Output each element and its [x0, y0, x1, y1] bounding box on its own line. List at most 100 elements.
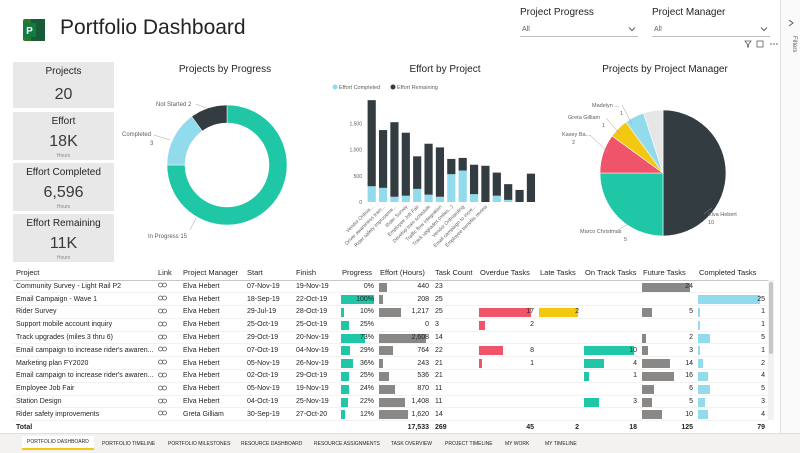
on-track-cell-value: 10 — [629, 346, 637, 354]
effort-cell-bar — [379, 410, 409, 420]
bar-remaining — [367, 100, 376, 187]
svg-text:P: P — [26, 26, 33, 37]
leader-line — [617, 223, 629, 231]
table-row[interactable]: Email campaign to increase rider's aware… — [13, 343, 768, 358]
table-row[interactable]: Rider safety improvements Greta Gilliam 30… — [13, 407, 768, 422]
table-row[interactable]: Rider Survey Elva Hebert 29-Jul-19 28-Oct-1… — [13, 305, 768, 319]
effort-cell: 1,408 — [377, 395, 432, 409]
filters-pane[interactable]: Filters — [780, 0, 800, 433]
column-header[interactable]: On Track Tasks — [582, 266, 640, 281]
link-cell[interactable] — [155, 331, 180, 345]
tab-task-overview[interactable]: TASK OVERVIEW — [391, 441, 432, 447]
column-header[interactable]: Finish — [293, 266, 339, 281]
table-row[interactable]: Email Campaign - Wave 1 Elva Hebert 18-Sep… — [13, 292, 768, 307]
link-icon[interactable] — [158, 410, 167, 416]
link-icon[interactable] — [158, 346, 167, 352]
progress-cell-bar — [341, 333, 365, 343]
link-cell[interactable] — [155, 292, 180, 307]
link-icon[interactable] — [158, 282, 167, 288]
table-scrollbar[interactable] — [768, 280, 774, 420]
link-icon[interactable] — [158, 398, 167, 404]
progress-cell-bar — [341, 308, 345, 318]
bar-completed — [458, 170, 467, 202]
column-header[interactable]: Progress — [339, 266, 377, 281]
link-cell[interactable] — [155, 280, 180, 294]
slicer-project-manager[interactable]: Project Manager All — [652, 7, 770, 37]
tab-resource-dashboard[interactable]: RESOURCE DASHBOARD — [241, 441, 303, 447]
scrollbar-thumb[interactable] — [769, 282, 773, 354]
link-icon[interactable] — [158, 321, 167, 327]
table-row[interactable]: Email campaign to increase rider's aware… — [13, 369, 768, 383]
column-header[interactable]: Completed Tasks — [696, 266, 768, 281]
column-header[interactable]: Link — [155, 266, 180, 281]
progress-cell: 0% — [339, 280, 377, 294]
link-cell[interactable] — [155, 305, 180, 319]
link-icon[interactable] — [158, 372, 167, 378]
visual-header-icons[interactable] — [744, 39, 780, 49]
column-header[interactable]: Overdue Tasks — [477, 266, 537, 281]
card-value: 20 — [54, 86, 73, 103]
project-manager-dropdown[interactable]: All — [652, 24, 770, 37]
link-icon[interactable] — [158, 308, 167, 314]
table-total-row: Total 17,533 269 45 2 18 125 79 — [13, 420, 768, 433]
tab-portfolio-dashboard[interactable]: PORTFOLIO DASHBOARD — [22, 436, 94, 450]
column-header[interactable]: Future Tasks — [640, 266, 696, 281]
link-cell[interactable] — [155, 369, 180, 383]
table-row[interactable]: Marketing plan FY2020 Elva Hebert 05-Nov-1… — [13, 356, 768, 371]
link-icon[interactable] — [158, 385, 167, 391]
completed-cell-bar — [698, 333, 711, 343]
table-row[interactable]: Support mobile account inquiry Elva Heber… — [13, 318, 768, 332]
start-cell: 25-Oct-19 — [244, 318, 293, 332]
projects-table[interactable]: Project Link Project Manager Start Finish Pro… — [13, 266, 768, 433]
card-title: Effort Completed — [26, 167, 101, 178]
effort-cell: 208 — [377, 292, 432, 307]
link-cell[interactable] — [155, 318, 180, 332]
tab-resource-assignments[interactable]: RESOURCE ASSIGNMENTS — [314, 441, 380, 447]
link-cell[interactable] — [155, 382, 180, 396]
tab-portfolio-timeline[interactable]: PORTFOLIO TIMELINE — [102, 441, 156, 447]
tab-my-timeline[interactable]: MY TIMELINE — [545, 441, 577, 447]
pie-label: Greta Gilliam — [568, 115, 601, 121]
progress-cell-value: 10% — [359, 308, 374, 316]
table-row[interactable]: Track upgrades (miles 3 thru 6) Elva Hebe… — [13, 331, 768, 345]
column-header[interactable]: Effort (Hours) — [377, 266, 432, 281]
column-header[interactable]: Late Tasks — [537, 266, 582, 281]
card-projects: Projects 20 — [13, 62, 114, 108]
link-cell[interactable] — [155, 395, 180, 409]
link-icon[interactable] — [158, 295, 167, 301]
table-row[interactable]: Station Design Elva Hebert 04-Oct-19 25-Nov… — [13, 395, 768, 409]
completed-cell-bar — [698, 295, 760, 305]
tab-portfolio-milestones[interactable]: PORTFOLIO MILESTONES — [168, 441, 231, 447]
link-cell[interactable] — [155, 356, 180, 371]
column-header[interactable]: Project — [13, 266, 155, 281]
projects-by-progress-chart[interactable]: In Progress 15 Completed 3 Not Started 2 — [120, 78, 320, 258]
bar-remaining — [390, 122, 399, 197]
tab-project-timeline[interactable]: PROJECT TIMELINE — [445, 441, 493, 447]
total-empty — [180, 420, 244, 433]
header: P Portfolio Dashboard — [0, 0, 780, 60]
task-count-cell: 22 — [432, 343, 477, 358]
completed-cell — [696, 280, 768, 294]
link-icon[interactable] — [158, 334, 167, 340]
progress-cell-value: 24% — [359, 385, 374, 393]
table-row[interactable]: Employee Job Fair Elva Hebert 05-Nov-19 19-… — [13, 382, 768, 396]
column-header[interactable]: Task Count — [432, 266, 477, 281]
column-header[interactable]: Start — [244, 266, 293, 281]
project-progress-dropdown[interactable]: All — [520, 24, 638, 37]
slicer-project-progress[interactable]: Project Progress All — [520, 7, 638, 37]
link-cell[interactable] — [155, 343, 180, 358]
tab-my-work[interactable]: MY WORK — [505, 441, 530, 447]
finish-cell: 25-Nov-19 — [293, 395, 339, 409]
effort-by-project-chart[interactable]: Effort Completed Effort Remaining 0 500 1,00… — [330, 78, 560, 258]
bar-remaining — [413, 156, 422, 189]
table-row[interactable]: Community Survey - Light Rail P2 Elva Heb… — [13, 280, 768, 294]
card-title: Projects — [45, 66, 82, 77]
link-icon[interactable] — [158, 359, 167, 365]
donut-label-completed-value: 3 — [150, 141, 154, 147]
bar-completed — [492, 195, 501, 202]
collapse-chevron-icon[interactable] — [786, 18, 796, 28]
link-cell[interactable] — [155, 407, 180, 422]
completed-cell: 5 — [696, 382, 768, 396]
column-header[interactable]: Project Manager — [180, 266, 244, 281]
